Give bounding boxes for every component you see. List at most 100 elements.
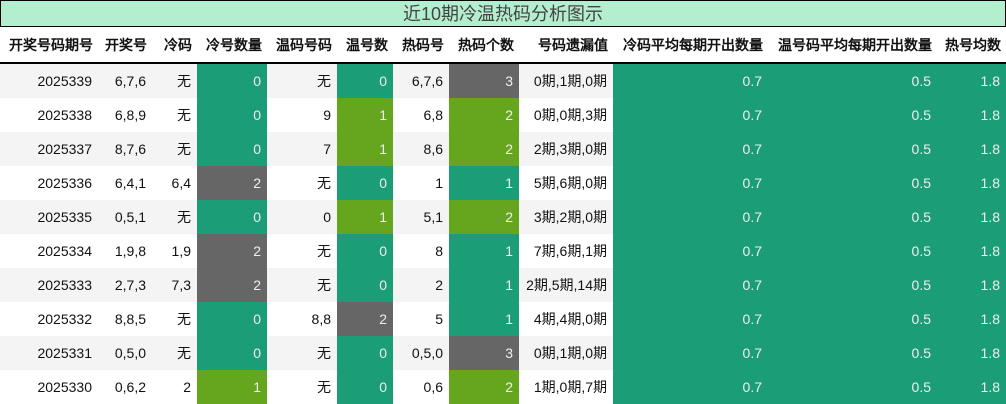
table-cell: 无: [267, 63, 337, 98]
table-cell: 0.5: [768, 268, 937, 302]
table-cell: 2: [449, 370, 519, 404]
table-cell: 0期,1期,0期: [519, 63, 613, 98]
table-cell: 1: [449, 268, 519, 302]
table-cell: 2025337: [0, 132, 98, 166]
table-cell: 1: [449, 302, 519, 336]
table-cell: 2期,3期,0期: [519, 132, 613, 166]
table-cell: 0.5: [768, 166, 937, 200]
table-cell: 8,7,6: [98, 132, 152, 166]
table-cell: 8: [393, 234, 449, 268]
table-cell: 2: [197, 234, 267, 268]
table-cell: 6,8,9: [98, 98, 152, 132]
table-cell: 0: [197, 98, 267, 132]
analysis-table: 开奖号码期号 开奖号 冷码 冷号数量 温码号码 温号数 热码号 热码个数 号码遗漏值 冷码平均每期…: [0, 28, 1006, 404]
column-header: 冷码: [152, 28, 197, 64]
table-cell: 3期,2期,0期: [519, 200, 613, 234]
table-cell: 无: [152, 63, 197, 98]
table-cell: 1.8: [937, 336, 1006, 370]
table-cell: 1.8: [937, 200, 1006, 234]
table-row: 2025338 6,8,9 无 0 9 1 6,8 2 0期,0期,3期 0.7 0.5 1.8: [0, 98, 1006, 132]
table-cell: 1期,0期,7期: [519, 370, 613, 404]
table-row: 2025334 1,9,8 1,9 2 无 0 8 1 7期,6期,1期 0.7 0.5 1.8: [0, 234, 1006, 268]
table-cell: 0.7: [613, 336, 768, 370]
table-cell: 0.7: [613, 268, 768, 302]
table-cell: 0期,0期,3期: [519, 98, 613, 132]
table-cell: 无: [267, 166, 337, 200]
table-cell: 9: [267, 98, 337, 132]
table-cell: 0.5: [768, 336, 937, 370]
table-cell: 1.8: [937, 98, 1006, 132]
table-cell: 无: [267, 336, 337, 370]
table-cell: 无: [152, 200, 197, 234]
table-cell: 1.8: [937, 132, 1006, 166]
column-header: 冷号数量: [197, 28, 267, 64]
table-cell: 0: [337, 370, 393, 404]
table-cell: 2025339: [0, 63, 98, 98]
header-row: 开奖号码期号 开奖号 冷码 冷号数量 温码号码 温号数 热码号 热码个数 号码遗漏值 冷码平均每期…: [0, 28, 1006, 64]
table-cell: 1: [449, 234, 519, 268]
table-cell: 1: [337, 200, 393, 234]
table-cell: 2: [393, 268, 449, 302]
table-cell: 2025334: [0, 234, 98, 268]
table-row: 2025332 8,8,5 无 0 8,8 2 5 1 4期,4期,0期 0.7 0.5 1.8: [0, 302, 1006, 336]
table-cell: 1: [337, 132, 393, 166]
table-cell: 2025335: [0, 200, 98, 234]
table-cell: 2: [197, 166, 267, 200]
table-cell: 6,7,6: [98, 63, 152, 98]
table-cell: 无: [152, 98, 197, 132]
table-cell: 无: [267, 234, 337, 268]
column-header: 号码遗漏值: [519, 28, 613, 64]
table-cell: 2025338: [0, 98, 98, 132]
column-header: 热码号: [393, 28, 449, 64]
table-cell: 1,9,8: [98, 234, 152, 268]
table-cell: 0,5,1: [98, 200, 152, 234]
table-cell: 0,6,2: [98, 370, 152, 404]
table-cell: 0,5,0: [393, 336, 449, 370]
table-cell: 0期,1期,0期: [519, 336, 613, 370]
table-title: 近10期冷温热码分析图示: [0, 0, 1006, 27]
table-cell: 1.8: [937, 370, 1006, 404]
table-cell: 3: [449, 336, 519, 370]
table-cell: 2期,5期,14期: [519, 268, 613, 302]
table-cell: 3: [449, 63, 519, 98]
table-row: 2025339 6,7,6 无 0 无 0 6,7,6 3 0期,1期,0期 0.7 0.5 1.8: [0, 63, 1006, 98]
table-cell: 5,1: [393, 200, 449, 234]
table-cell: 0.7: [613, 200, 768, 234]
table-cell: 5期,6期,0期: [519, 166, 613, 200]
table-cell: 0.5: [768, 63, 937, 98]
table-cell: 0: [337, 166, 393, 200]
table-cell: 无: [152, 132, 197, 166]
table-cell: 2: [449, 132, 519, 166]
table-cell: 6,4,1: [98, 166, 152, 200]
table-cell: 2025331: [0, 336, 98, 370]
table-cell: 2: [449, 98, 519, 132]
column-header: 开奖号: [98, 28, 152, 64]
table-cell: 0: [197, 63, 267, 98]
table-row: 2025336 6,4,1 6,4 2 无 0 1 1 5期,6期,0期 0.7 0.5 1.8: [0, 166, 1006, 200]
table-cell: 8,8,5: [98, 302, 152, 336]
table-cell: 2025333: [0, 268, 98, 302]
table-cell: 6,8: [393, 98, 449, 132]
table-cell: 0.5: [768, 302, 937, 336]
table-cell: 7: [267, 132, 337, 166]
column-header: 开奖号码期号: [0, 28, 98, 64]
table-cell: 2: [337, 302, 393, 336]
table-cell: 0.5: [768, 132, 937, 166]
table-cell: 0.5: [768, 234, 937, 268]
table-cell: 2,7,3: [98, 268, 152, 302]
table-cell: 1: [337, 98, 393, 132]
column-header: 温号数: [337, 28, 393, 64]
table-cell: 1.8: [937, 302, 1006, 336]
table-cell: 8,6: [393, 132, 449, 166]
table-cell: 1.8: [937, 268, 1006, 302]
table-cell: 1.8: [937, 234, 1006, 268]
table-cell: 0: [197, 200, 267, 234]
table-cell: 0.7: [613, 370, 768, 404]
table-cell: 0: [337, 234, 393, 268]
table-cell: 0.7: [613, 166, 768, 200]
table-cell: 2: [449, 200, 519, 234]
table-cell: 0: [197, 336, 267, 370]
table-cell: 2: [152, 370, 197, 404]
column-header: 温号码平均每期开出数量: [768, 28, 937, 64]
table-cell: 0: [337, 63, 393, 98]
